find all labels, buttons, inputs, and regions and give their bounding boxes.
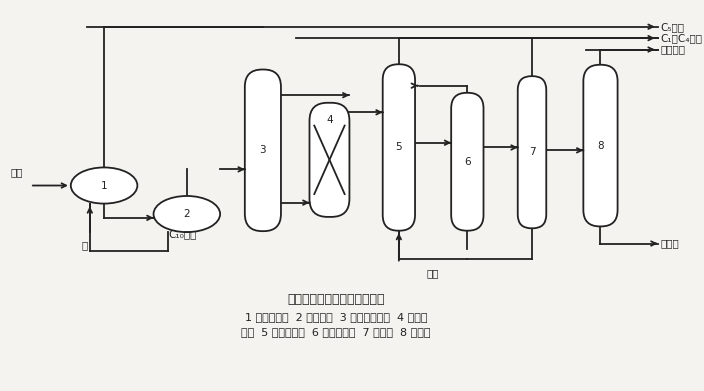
Text: 4: 4	[326, 115, 333, 125]
Text: 1 硫酸萃取器  2 反萃取器  3 异戊烯分离塔  4 脱氢反: 1 硫酸萃取器 2 反萃取器 3 异戊烯分离塔 4 脱氢反	[245, 312, 427, 322]
Text: 重组分: 重组分	[660, 239, 679, 249]
Text: 2: 2	[184, 209, 190, 219]
Text: C₁₀烷烃: C₁₀烷烃	[168, 229, 196, 239]
FancyBboxPatch shape	[245, 70, 281, 231]
FancyBboxPatch shape	[310, 103, 349, 217]
Text: C₅烷烃: C₅烷烃	[660, 22, 684, 32]
Text: 7: 7	[529, 147, 535, 157]
Text: 6: 6	[464, 157, 471, 167]
Text: 3: 3	[260, 145, 266, 155]
Text: C₁～C₄尾气: C₁～C₄尾气	[660, 33, 703, 43]
FancyBboxPatch shape	[584, 65, 617, 226]
FancyBboxPatch shape	[383, 64, 415, 231]
FancyBboxPatch shape	[451, 93, 484, 231]
Text: 5: 5	[396, 142, 402, 152]
FancyBboxPatch shape	[517, 76, 546, 228]
Text: 原料: 原料	[11, 167, 23, 177]
Ellipse shape	[153, 196, 220, 232]
Text: 应器  5 脱轻组分塔  6 萃取精馏塔  7 解吸塔  8 精馏塔: 应器 5 脱轻组分塔 6 萃取精馏塔 7 解吸塔 8 精馏塔	[241, 327, 431, 337]
Text: 1: 1	[101, 181, 108, 190]
Text: 异戊烯脱氢生产异戊二烯流程: 异戊烯脱氢生产异戊二烯流程	[287, 293, 385, 306]
Ellipse shape	[71, 167, 137, 204]
Text: 酸: 酸	[82, 240, 88, 250]
Text: 异戊二烯: 异戊二烯	[660, 45, 686, 54]
Text: 8: 8	[597, 141, 604, 151]
Text: 溶剂: 溶剂	[427, 268, 439, 278]
